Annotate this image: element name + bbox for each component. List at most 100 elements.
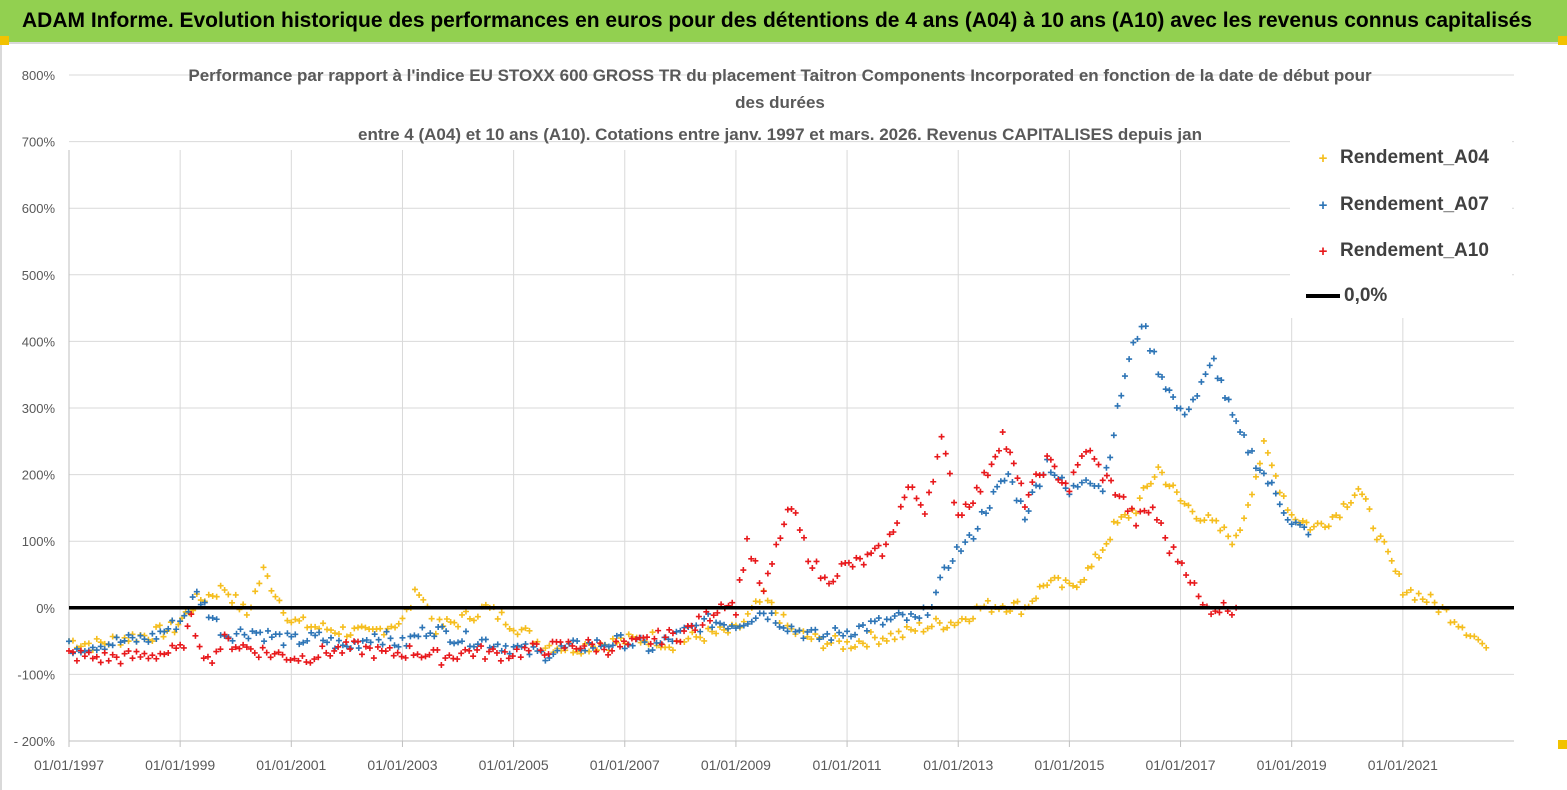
rendement-a10-point (1047, 456, 1054, 463)
rendement-a07-point (542, 657, 549, 664)
rendement-a07-point (962, 539, 969, 546)
rendement-a07-point (1047, 469, 1054, 476)
rendement-a10-point (962, 501, 969, 508)
rendement-a10-point (662, 634, 669, 641)
rendement-a10-point (410, 652, 417, 659)
rendement-a04-point (1272, 472, 1279, 479)
rendement-a04-point (1268, 462, 1275, 469)
rendement-a10-point (1158, 520, 1165, 527)
y-tick-label: 0% (36, 601, 55, 616)
rendement-a07-point (574, 638, 581, 645)
rendement-a10-point (247, 645, 254, 652)
rendement-a10-point (545, 651, 552, 658)
rendement-a07-point (709, 624, 716, 631)
rendement-a04-point (780, 611, 787, 618)
rendement-a04-point (1370, 525, 1377, 532)
rendement-a10-point (644, 634, 650, 641)
rendement-a04-point (1276, 489, 1283, 496)
chart-corner-handle-top-right[interactable] (1558, 36, 1567, 45)
rendement-a04-point (1062, 577, 1069, 584)
rendement-a07-point (447, 639, 454, 646)
rendement-a07-point (201, 599, 208, 606)
rendement-a07-point (427, 630, 434, 637)
rendement-a04-point (335, 631, 342, 638)
y-tick-label: 200% (22, 468, 56, 483)
rendement-a07-point (713, 619, 720, 626)
rendement-a07-point (1155, 371, 1162, 378)
rendement-a04-point (944, 624, 951, 631)
rendement-a10-point (1220, 599, 1227, 606)
rendement-a04-point (1392, 568, 1399, 575)
rendement-a10-point (651, 635, 658, 642)
rendement-a04-point (542, 645, 549, 652)
rendement-a10-point (1066, 488, 1073, 495)
rendement-a04-point (292, 616, 299, 623)
rendement-a10-point (263, 649, 270, 656)
rendement-a10-point (917, 501, 924, 508)
rendement-a10-point (1007, 449, 1014, 456)
rendement-a04-point (836, 638, 843, 645)
rendement-a10-point (973, 484, 980, 491)
rendement-a07-point (1256, 467, 1263, 474)
rendement-a10-point (930, 478, 937, 485)
y-tick-label: 300% (22, 401, 56, 416)
rendement-a04-point (586, 648, 593, 655)
rendement-a10-point (66, 647, 72, 654)
rendement-a04-point (859, 640, 866, 647)
rendement-a04-point (1036, 583, 1043, 590)
rendement-a04-point (1362, 495, 1369, 502)
chart-corner-handle-bottom-right[interactable] (1558, 740, 1567, 749)
rendement-a07-point (1095, 483, 1102, 490)
rendement-a10-point (860, 561, 867, 568)
rendement-a04-point (933, 615, 939, 622)
rendement-a10-point (243, 644, 250, 651)
rendement-a04-point (1033, 595, 1040, 602)
report-banner: ADAM Informe. Evolution historique des p… (0, 0, 1567, 42)
rendement-a07-point (1036, 483, 1043, 490)
rendement-a10-point (1103, 472, 1110, 479)
rendement-a10-point (926, 489, 933, 496)
rendement-a10-point (951, 499, 958, 506)
rendement-a10-point (830, 578, 837, 585)
rendement-a07-point (1225, 396, 1232, 403)
rendement-a10-point (1195, 593, 1202, 600)
rendement-a10-point (1137, 508, 1144, 515)
rendement-a04-point (848, 645, 855, 652)
rendement-a07-point (760, 610, 767, 617)
rendement-a07-point (899, 611, 906, 618)
legend-marker-a07: + (1318, 196, 1328, 214)
rendement-a10-point (714, 609, 721, 616)
rendement-a07-point (117, 639, 124, 646)
rendement-a07-point (875, 615, 882, 622)
rendement-a10-point (1010, 460, 1017, 467)
rendement-a04-point (1377, 533, 1384, 540)
rendement-a10-point (988, 461, 995, 468)
rendement-a07-point (1118, 392, 1125, 399)
rendement-a07-point (133, 638, 140, 645)
rendement-a07-point (953, 544, 960, 551)
rendement-a07-point (257, 629, 264, 636)
rendement-a07-point (355, 645, 362, 652)
rendement-a04-point (924, 625, 931, 632)
rendement-a10-point (879, 553, 886, 560)
rendement-a07-point (903, 617, 910, 624)
rendement-a10-point (180, 644, 187, 651)
rendement-a10-point (894, 520, 901, 527)
rendement-a07-point (1099, 488, 1106, 495)
rendement-a10-point (133, 648, 140, 655)
rendement-a04-point (156, 622, 163, 629)
rendement-a04-point (1070, 582, 1077, 589)
rendement-a04-point (928, 623, 935, 630)
rendement-a04-point (355, 624, 361, 631)
rendement-a07-point (395, 643, 402, 650)
rendement-a04-point (844, 638, 851, 645)
rendement-a07-point (1202, 371, 1209, 378)
rendement-a10-point (209, 660, 216, 667)
rendement-a04-point (1479, 640, 1486, 647)
rendement-a04-point (280, 609, 287, 616)
rendement-a04-point (153, 623, 160, 630)
rendement-a04-point (252, 588, 259, 595)
rendement-a10-point (315, 654, 322, 661)
chart-corner-handle-top-left[interactable] (0, 36, 9, 45)
rendement-a10-point (938, 433, 945, 440)
